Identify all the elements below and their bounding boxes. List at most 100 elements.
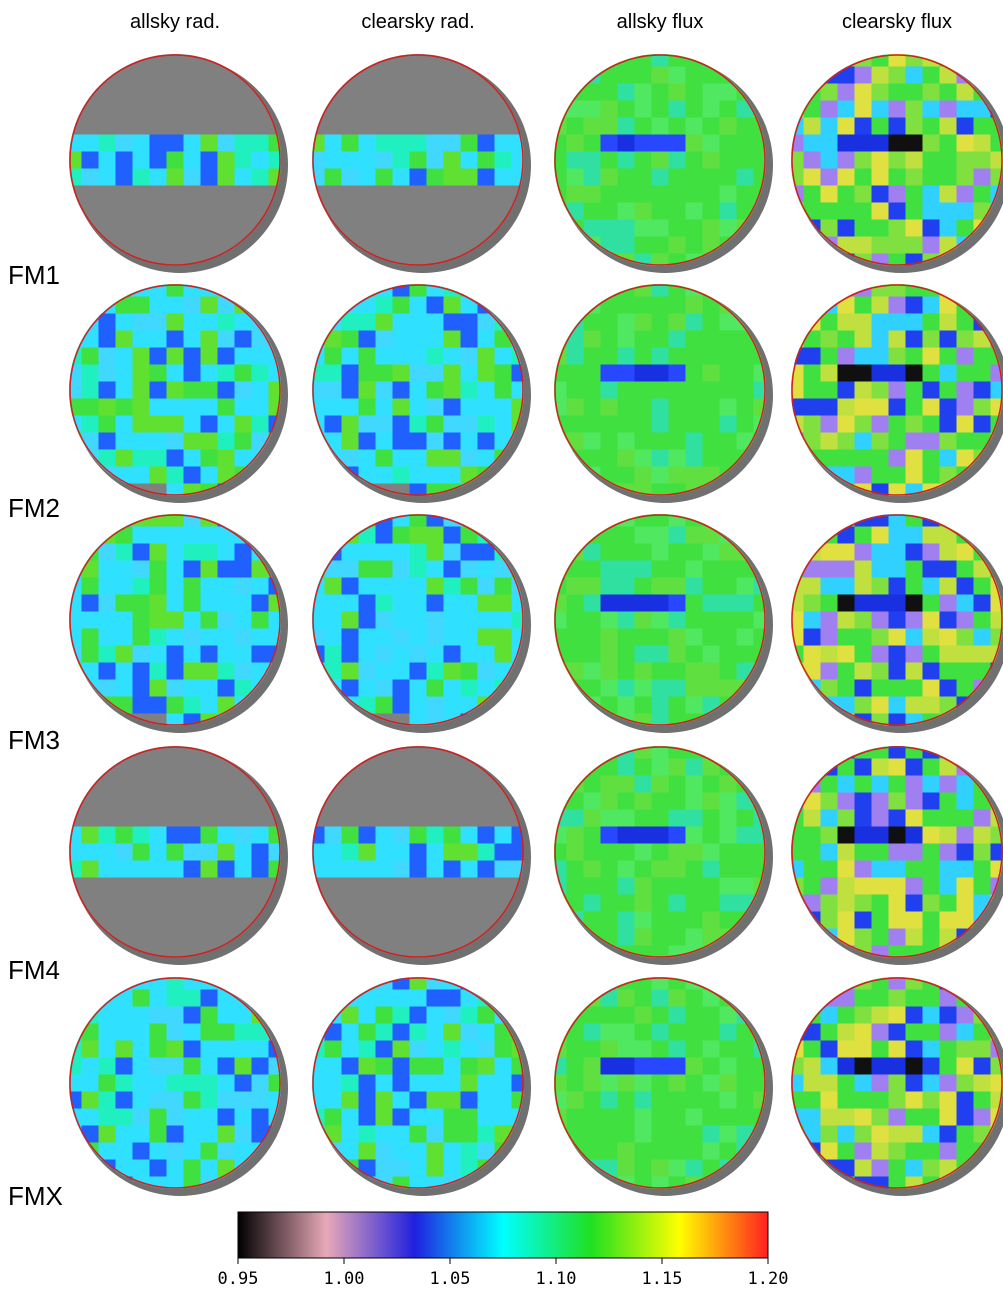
map-cell	[235, 1126, 252, 1143]
map-cell	[957, 510, 974, 527]
map-cell	[635, 118, 652, 135]
map-cell	[116, 680, 133, 697]
map-cell	[923, 629, 940, 646]
map-cell	[65, 467, 82, 484]
map-cell	[787, 1126, 804, 1143]
map-cell	[308, 561, 325, 578]
map-cell	[269, 990, 286, 1007]
map-cell	[720, 810, 737, 827]
map-cell	[787, 895, 804, 912]
map-cell	[940, 1126, 957, 1143]
map-cell	[567, 697, 584, 714]
map-cell	[478, 629, 495, 646]
map-cell	[821, 152, 838, 169]
map-cell	[618, 844, 635, 861]
map-cell	[393, 450, 410, 467]
map-cell	[855, 990, 872, 1007]
map-cell	[376, 331, 393, 348]
map-cell	[550, 1143, 567, 1160]
map-cell	[167, 697, 184, 714]
map-cell	[584, 254, 601, 271]
map-cell	[218, 348, 235, 365]
map-cell	[461, 1041, 478, 1058]
map-cell	[635, 646, 652, 663]
map-cell	[550, 759, 567, 776]
map-cell	[618, 433, 635, 450]
map-cell	[720, 203, 737, 220]
map-cell	[82, 484, 99, 501]
map-cell	[940, 912, 957, 929]
map-cell	[150, 1058, 167, 1075]
map-cell	[889, 314, 906, 331]
map-cell	[686, 220, 703, 237]
map-cell	[461, 348, 478, 365]
map-cell	[461, 314, 478, 331]
map-cell	[855, 973, 872, 990]
map-cell	[957, 663, 974, 680]
map-cell	[342, 595, 359, 612]
map-cell	[703, 544, 720, 561]
map-cell	[838, 1007, 855, 1024]
map-cell	[940, 314, 957, 331]
map-cell	[923, 527, 940, 544]
map-cell	[376, 1041, 393, 1058]
map-cell	[184, 152, 201, 169]
map-cell	[184, 399, 201, 416]
map-cell	[99, 382, 116, 399]
map-cell	[461, 827, 478, 844]
map-cell	[787, 990, 804, 1007]
map-cell	[167, 844, 184, 861]
map-cell	[410, 1041, 427, 1058]
map-cell	[252, 1092, 269, 1109]
map-cell	[584, 1092, 601, 1109]
map-cell	[567, 946, 584, 963]
map-cell	[957, 810, 974, 827]
map-cell	[584, 510, 601, 527]
map-cell	[906, 1007, 923, 1024]
map-cell	[235, 844, 252, 861]
map-cell	[376, 544, 393, 561]
map-cell	[325, 297, 342, 314]
map-cell	[686, 433, 703, 450]
map-cell	[889, 1143, 906, 1160]
map-cell	[478, 844, 495, 861]
map-cell	[889, 1007, 906, 1024]
map-cell	[584, 203, 601, 220]
map-cell	[133, 1092, 150, 1109]
map-cell	[720, 612, 737, 629]
map-cell	[567, 844, 584, 861]
map-cell	[410, 844, 427, 861]
map-cell	[787, 561, 804, 578]
map-cell	[269, 973, 286, 990]
map-cell	[444, 663, 461, 680]
map-cell	[325, 714, 342, 731]
map-cell	[376, 1007, 393, 1024]
map-cell	[686, 742, 703, 759]
map-cell	[308, 450, 325, 467]
map-cell	[444, 646, 461, 663]
map-cell	[906, 1075, 923, 1092]
map-cell	[495, 1041, 512, 1058]
map-cell	[495, 827, 512, 844]
map-cell	[855, 578, 872, 595]
map-cell	[855, 742, 872, 759]
map-cell	[601, 84, 618, 101]
map-cell	[957, 169, 974, 186]
row-label: FM4	[8, 955, 60, 985]
map-cell	[99, 365, 116, 382]
map-cell	[584, 663, 601, 680]
map-cell	[133, 827, 150, 844]
map-cell	[325, 169, 342, 186]
map-cell	[974, 1058, 991, 1075]
map-cell	[184, 1126, 201, 1143]
map-cell	[584, 365, 601, 382]
map-cell	[669, 203, 686, 220]
map-cell	[116, 1058, 133, 1075]
map-cell	[737, 646, 754, 663]
map-cell	[133, 169, 150, 186]
map-cell	[974, 484, 991, 501]
map-cell	[618, 861, 635, 878]
map-cell	[601, 1058, 618, 1075]
map-cell	[252, 827, 269, 844]
map-cell	[325, 365, 342, 382]
